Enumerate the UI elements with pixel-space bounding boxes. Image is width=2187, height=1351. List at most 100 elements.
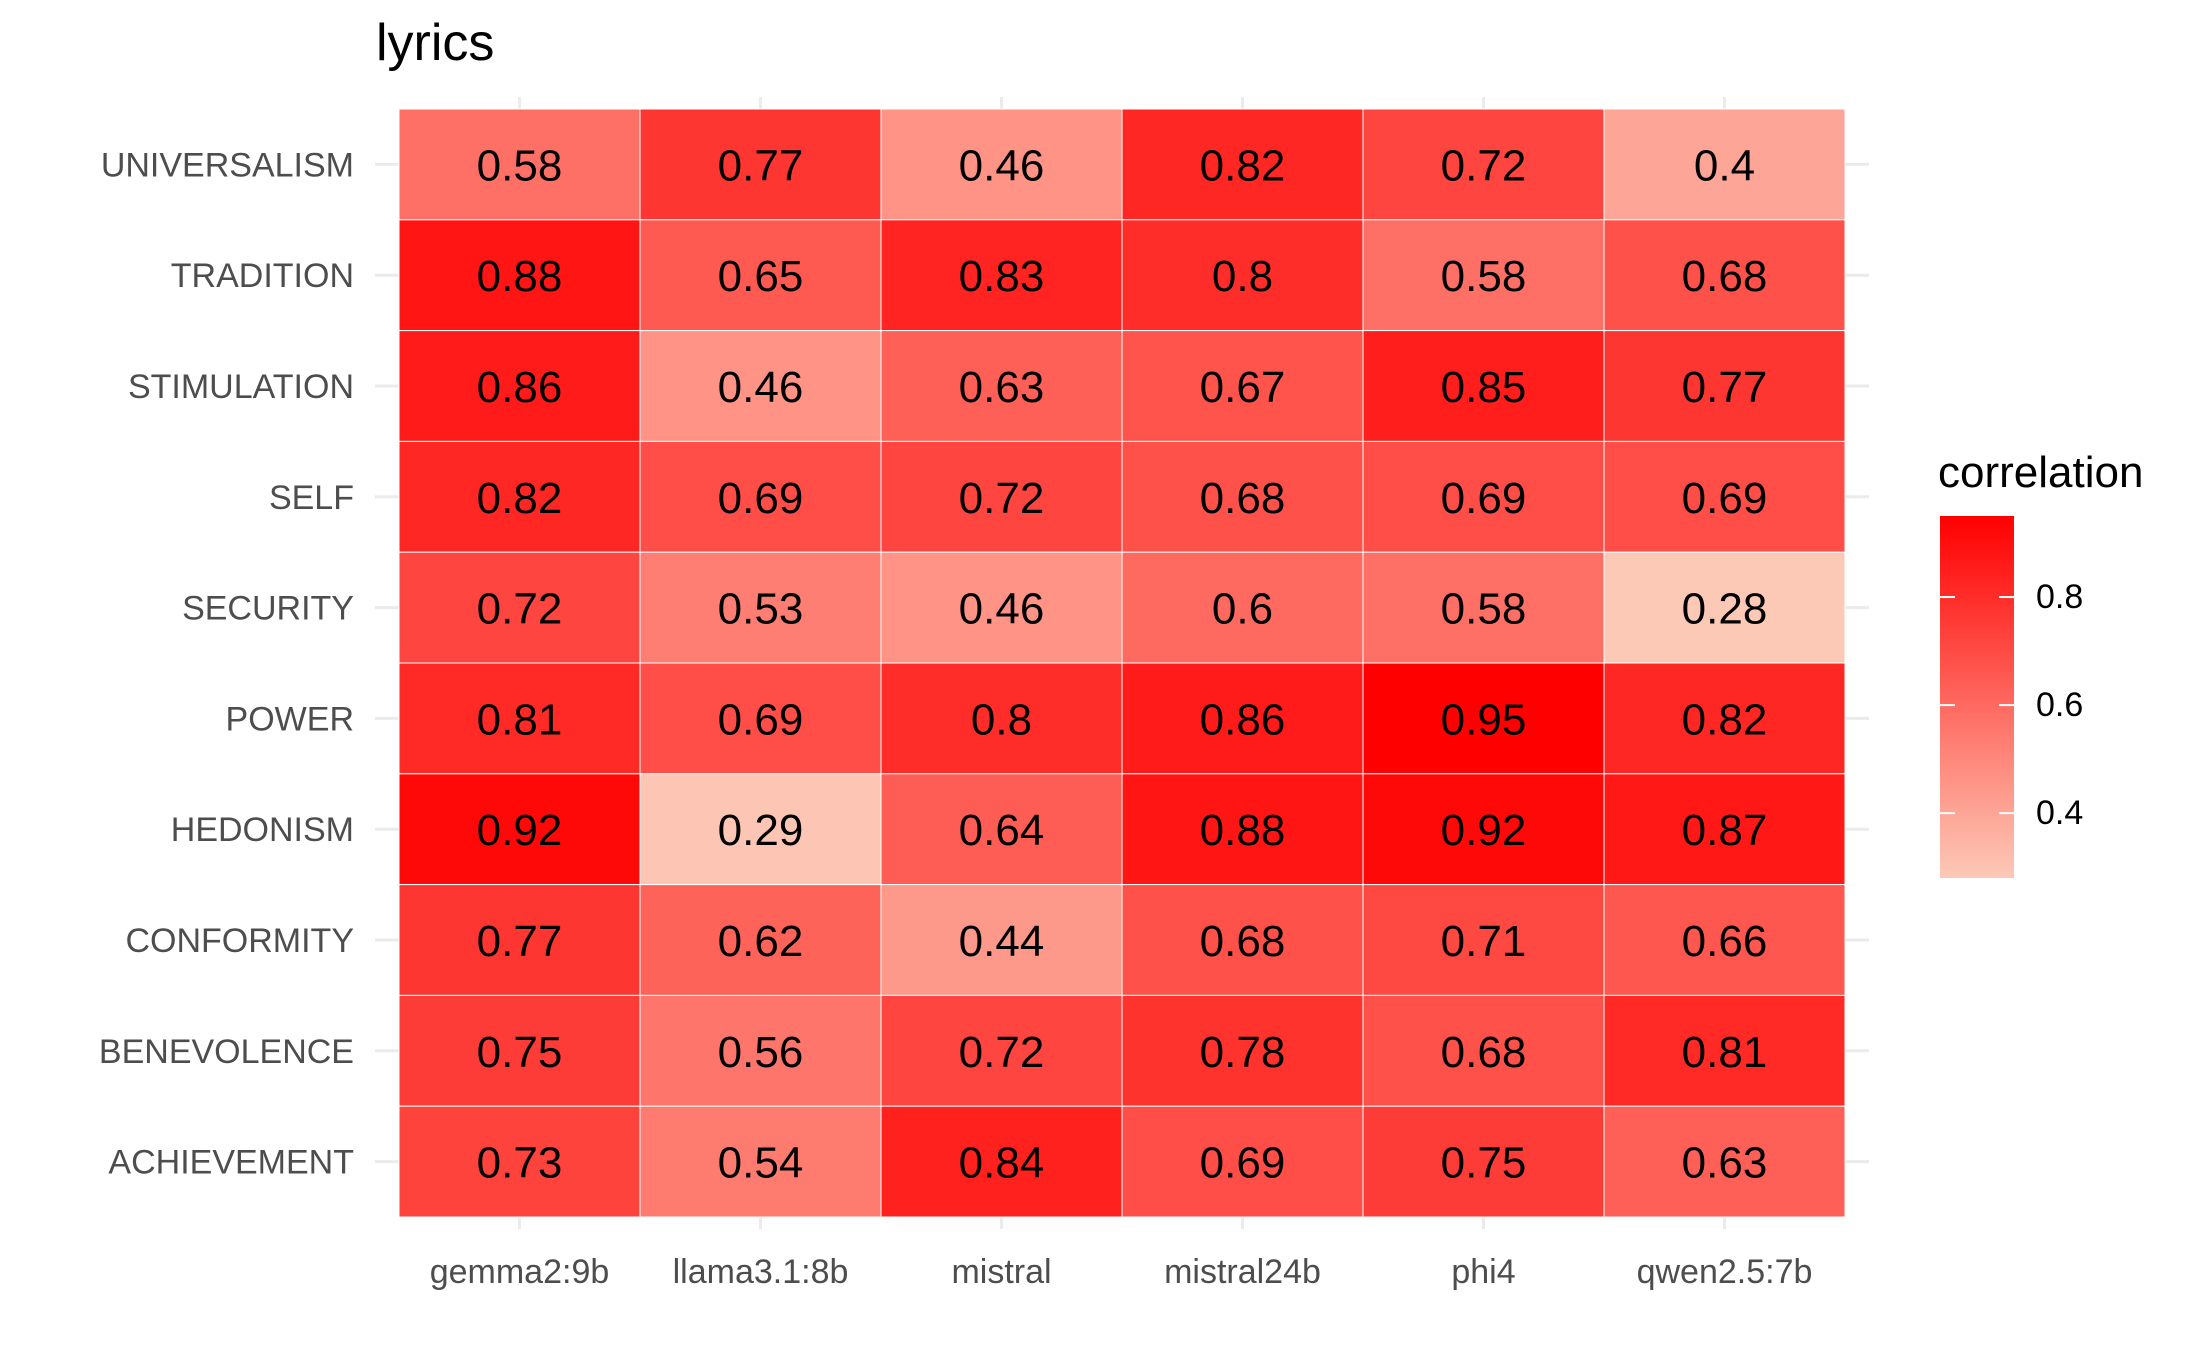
cell-value-label: 0.46 — [959, 141, 1045, 190]
heatmap-cell — [1603, 773, 1846, 886]
chart-title: lyrics — [376, 14, 494, 72]
cell-value-label: 0.28 — [1682, 585, 1768, 634]
heatmap-cell — [1121, 884, 1364, 996]
cell-value-label: 0.68 — [1200, 917, 1286, 966]
y-tick-label: POWER — [226, 700, 354, 738]
heatmap-cell — [1362, 773, 1605, 886]
heatmap-cell — [1603, 662, 1846, 775]
cell-value-label: 0.86 — [1200, 695, 1286, 744]
heatmap-cell — [639, 994, 882, 1107]
heatmap-cell — [639, 551, 882, 664]
heatmap-cell — [398, 219, 641, 332]
cell-value-label: 0.73 — [477, 1139, 563, 1188]
x-tick-label: phi4 — [1451, 1253, 1515, 1291]
x-tick-label: llama3.1:8b — [673, 1253, 849, 1291]
cell-value-label: 0.85 — [1441, 363, 1527, 412]
legend-tick-label: 0.4 — [2036, 794, 2083, 832]
legend-colorbar — [1940, 516, 2014, 878]
heatmap-cell — [1603, 219, 1846, 332]
heatmap-cell — [639, 440, 882, 553]
cell-value-label: 0.84 — [959, 1139, 1045, 1188]
heatmap-cell — [1362, 330, 1605, 442]
x-axis-tick-labels: gemma2:9b llama3.1:8b mistral mistral24b phi… — [430, 1253, 1813, 1291]
cell-value-label: 0.66 — [1682, 917, 1768, 966]
heatmap-cell — [1121, 108, 1364, 221]
heatmap-cell — [1603, 440, 1846, 553]
cell-value-label: 0.6 — [1212, 585, 1273, 634]
heatmap-cell — [880, 884, 1123, 996]
legend-tick-label: 0.8 — [2036, 578, 2083, 616]
cell-value-label: 0.77 — [718, 141, 804, 190]
cell-value-label: 0.69 — [718, 474, 804, 523]
cell-value-label: 0.63 — [959, 363, 1045, 412]
x-tick-label: gemma2:9b — [430, 1253, 610, 1291]
cell-value-label: 0.82 — [1200, 141, 1286, 190]
cell-value-label: 0.69 — [1682, 474, 1768, 523]
heatmap-cell — [1121, 1105, 1364, 1218]
cell-value-label: 0.64 — [959, 806, 1045, 855]
heatmap-cell — [639, 884, 882, 996]
x-tick-label: qwen2.5:7b — [1637, 1253, 1813, 1291]
cell-value-label: 0.63 — [1682, 1139, 1768, 1188]
cell-value-label: 0.53 — [718, 585, 804, 634]
y-tick-label: TRADITION — [171, 257, 354, 295]
y-tick-label: UNIVERSALISM — [101, 146, 354, 184]
x-tick-label: mistral24b — [1164, 1253, 1321, 1291]
cell-value-label: 0.58 — [1441, 585, 1527, 634]
x-tick-label: mistral — [951, 1253, 1051, 1291]
cell-value-label: 0.77 — [477, 917, 563, 966]
heatmap-cell — [1362, 994, 1605, 1107]
heatmap-cell — [880, 330, 1123, 442]
heatmap-cell — [1603, 551, 1846, 664]
cell-value-label: 0.88 — [1200, 806, 1286, 855]
cell-value-label: 0.72 — [1441, 141, 1527, 190]
cell-value-label: 0.62 — [718, 917, 804, 966]
cell-value-label: 0.86 — [477, 363, 563, 412]
heatmap-cell — [880, 440, 1123, 553]
heatmap-cell — [1362, 884, 1605, 996]
cell-value-label: 0.44 — [959, 917, 1045, 966]
cell-value-label: 0.92 — [1441, 806, 1527, 855]
cell-value-label: 0.29 — [718, 806, 804, 855]
heatmap-cell — [1121, 662, 1364, 775]
heatmap-cell — [639, 330, 882, 442]
legend-tick-label: 0.6 — [2036, 686, 2083, 724]
heatmap-cell — [1362, 219, 1605, 332]
cell-value-label: 0.56 — [718, 1028, 804, 1077]
cell-value-label: 0.83 — [959, 252, 1045, 301]
cell-value-label: 0.82 — [1682, 695, 1768, 744]
y-tick-label: CONFORMITY — [125, 922, 354, 960]
heatmap-cell — [1121, 219, 1364, 332]
cell-value-label: 0.8 — [1212, 252, 1273, 301]
heatmap-cell — [398, 440, 641, 553]
cell-value-label: 0.4 — [1694, 141, 1755, 190]
y-tick-label: STIMULATION — [128, 368, 354, 406]
cell-value-label: 0.95 — [1441, 695, 1527, 744]
heatmap-cell — [1362, 662, 1605, 775]
heatmap-cell — [639, 662, 882, 775]
heatmap-cell — [880, 994, 1123, 1107]
cell-value-label: 0.82 — [477, 474, 563, 523]
cell-value-label: 0.67 — [1200, 363, 1286, 412]
cell-value-label: 0.78 — [1200, 1028, 1286, 1077]
heatmap-cell — [1603, 330, 1846, 442]
heatmap-cell — [880, 1105, 1123, 1218]
cell-value-label: 0.81 — [477, 695, 563, 744]
heatmap-cell — [1603, 884, 1846, 996]
heatmap-cell — [880, 662, 1123, 775]
cell-value-label: 0.72 — [959, 474, 1045, 523]
cell-value-label: 0.65 — [718, 252, 804, 301]
cell-value-label: 0.58 — [1441, 252, 1527, 301]
heatmap-cell — [1121, 994, 1364, 1107]
y-axis-tick-labels: UNIVERSALISM TRADITION STIMULATION SELF SECU… — [99, 146, 354, 1181]
heatmap-cells — [398, 108, 1846, 1218]
cell-value-label: 0.75 — [1441, 1139, 1527, 1188]
y-tick-label: HEDONISM — [171, 811, 354, 849]
legend-ticks: 0.8 0.6 0.4 — [1940, 578, 2083, 832]
color-legend: correlation 0.8 0.6 0.4 — [1938, 448, 2143, 878]
heatmap-cell — [1362, 440, 1605, 553]
heatmap-cell — [398, 1105, 641, 1218]
cell-value-label: 0.68 — [1682, 252, 1768, 301]
cell-value-label: 0.71 — [1441, 917, 1527, 966]
heatmap-cell — [398, 994, 641, 1107]
